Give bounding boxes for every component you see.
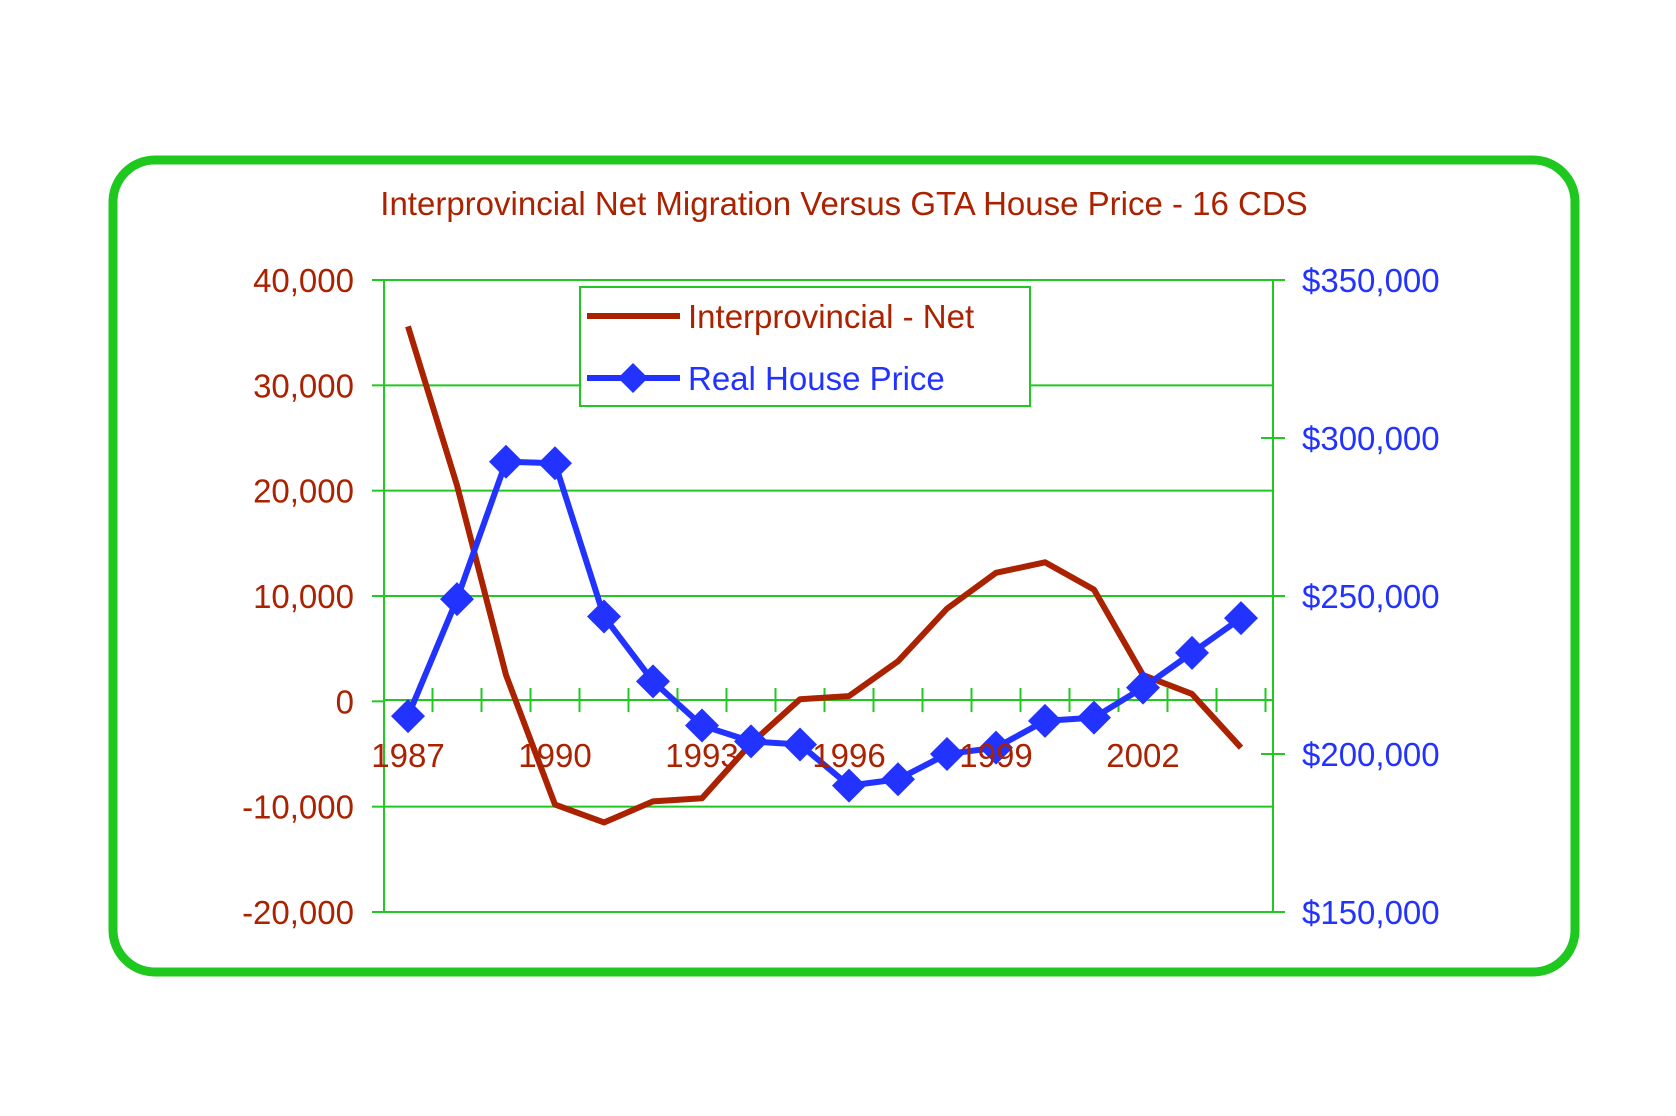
house-price-point <box>636 664 670 699</box>
house-price-point <box>1028 703 1062 738</box>
legend: Interprovincial - Net Real House Price <box>579 286 1031 407</box>
house-price-point <box>538 446 572 481</box>
legend-diamond-marker <box>618 363 648 393</box>
house-price-point <box>979 730 1013 765</box>
x-tick-label: 1990 <box>518 737 591 774</box>
left-tick-label: 30,000 <box>253 367 354 404</box>
house-price-point <box>930 737 964 771</box>
chart-frame <box>108 155 1580 977</box>
x-tick-label: 1999 <box>959 737 1032 774</box>
house-price-point <box>1077 700 1111 735</box>
x-tick-label: 1996 <box>812 737 885 774</box>
x-tick-label: 1993 <box>665 737 738 774</box>
series-line-interprovincial <box>405 325 1244 826</box>
right-tick-label: $350,000 <box>1302 262 1440 299</box>
house-price-point <box>1224 601 1258 636</box>
legend-box <box>579 286 1031 407</box>
house-price-point <box>587 599 621 634</box>
house-price-point <box>1126 670 1160 705</box>
x-axis-tick-labels: 1987 1990 1993 1996 1999 2002 <box>371 737 1179 774</box>
house-price-point <box>734 724 768 759</box>
left-tick-label: 40,000 <box>253 262 354 299</box>
house-price-point <box>783 727 817 762</box>
right-axis-tick-labels: $350,000 $300,000 $250,000 $200,000 $150,000 <box>1302 262 1440 931</box>
legend-label-interprovincial: Interprovincial - Net <box>688 298 974 335</box>
left-tick-label: -10,000 <box>242 789 354 826</box>
left-axis-tick-labels: 40,000 30,000 20,000 10,000 0 -10,000 -20,000 <box>242 262 354 931</box>
x-tick-label: 1987 <box>371 737 444 774</box>
left-tick-label: 20,000 <box>253 473 354 510</box>
house-price-point <box>832 768 866 803</box>
right-tick-label: $250,000 <box>1302 578 1440 615</box>
house-price-point <box>881 762 915 797</box>
right-tick-label: $300,000 <box>1302 420 1440 457</box>
house-price-point <box>391 699 425 734</box>
left-tick-label: -20,000 <box>242 894 354 931</box>
legend-label-house-price: Real House Price <box>688 360 945 397</box>
chart-title: Interprovincial Net Migration Versus GTA… <box>380 185 1307 222</box>
house-price-point <box>489 444 523 479</box>
house-price-point <box>440 582 474 617</box>
x-tick-label: 2002 <box>1106 737 1179 774</box>
left-tick-label: 0 <box>336 683 354 720</box>
house-price-point <box>1175 635 1209 670</box>
right-tick-label: $200,000 <box>1302 736 1440 773</box>
right-tick-label: $150,000 <box>1302 894 1440 931</box>
left-tick-label: 10,000 <box>253 578 354 615</box>
house-price-point <box>685 708 719 743</box>
series-layer <box>391 325 1258 826</box>
